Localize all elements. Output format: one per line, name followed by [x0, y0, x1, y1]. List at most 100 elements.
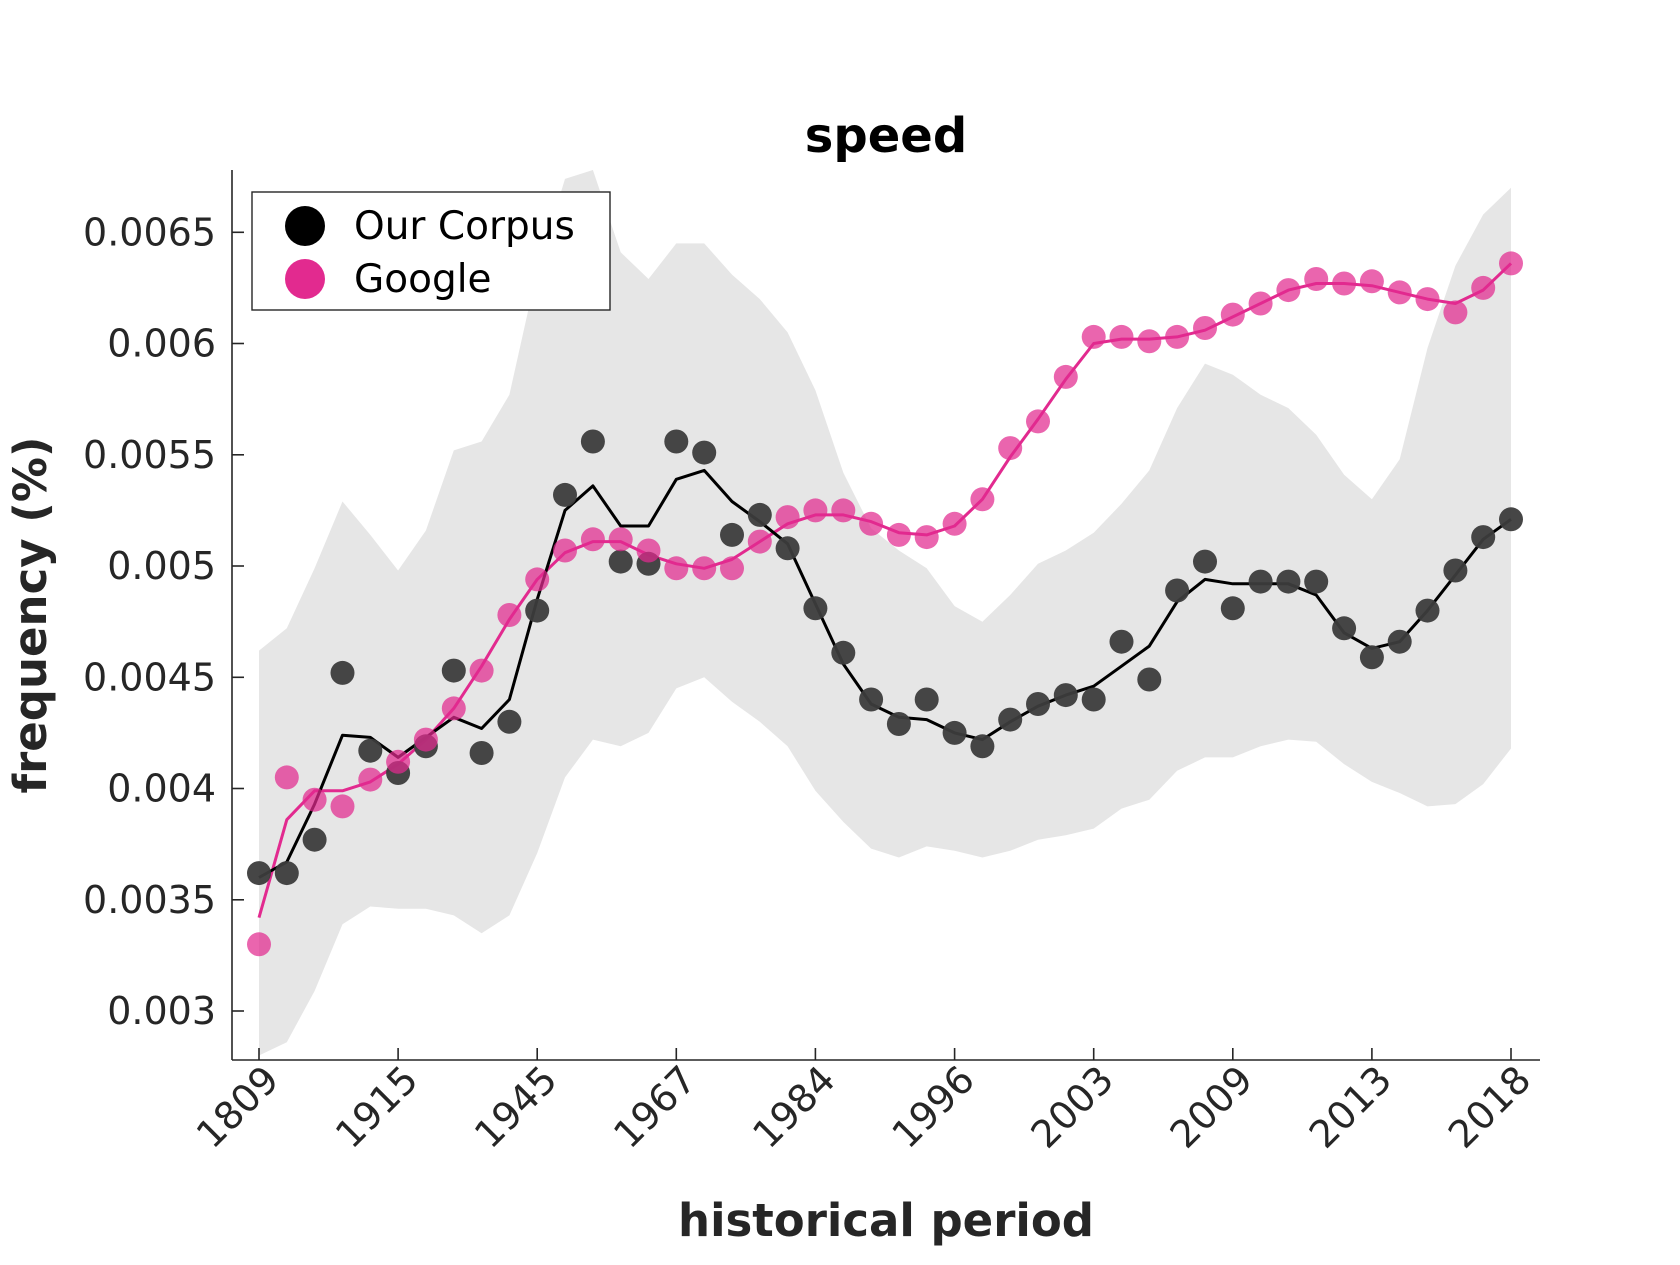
corpus-point	[1137, 667, 1162, 692]
confidence-band	[259, 170, 1511, 1056]
google-trend-line	[257, 262, 1513, 919]
google-point	[859, 511, 884, 536]
legend-label-google: Google	[354, 257, 492, 302]
corpus-point	[608, 549, 633, 574]
corpus-point	[469, 741, 494, 765]
x-tick-label: 1967	[605, 1057, 705, 1157]
corpus-point	[1248, 569, 1273, 594]
corpus-point	[1053, 683, 1078, 708]
y-tick-label: 0.005	[107, 544, 216, 588]
x-tick-label: 2018	[1440, 1057, 1540, 1157]
x-tick-label: 1809	[188, 1057, 288, 1157]
google-point	[525, 567, 550, 592]
google-point	[441, 696, 466, 721]
google-point	[469, 658, 494, 683]
google-point	[1220, 302, 1245, 327]
corpus-point	[1471, 525, 1496, 550]
x-tick-label: 1945	[466, 1057, 566, 1157]
google-point	[302, 787, 327, 812]
google-point	[720, 556, 744, 581]
y-tick-label: 0.0035	[83, 878, 216, 922]
y-tick-label: 0.004	[107, 767, 216, 811]
legend-label-our-corpus: Our Corpus	[354, 204, 575, 249]
google-point	[274, 765, 299, 790]
x-axis-label: historical period	[678, 1194, 1094, 1247]
google-point	[1193, 316, 1217, 340]
corpus-point	[1165, 578, 1190, 603]
x-tick-label: 2009	[1162, 1057, 1262, 1157]
x-tick-label: 2003	[1023, 1057, 1123, 1157]
google-point	[580, 527, 605, 552]
corpus-point	[1220, 596, 1245, 621]
y-tick-label: 0.0065	[83, 210, 216, 254]
corpus-point	[692, 440, 717, 465]
google-point	[1137, 329, 1162, 354]
legend-marker-google	[285, 259, 325, 299]
corpus-point	[1026, 692, 1050, 716]
google-point	[553, 538, 577, 563]
corpus-point	[1276, 569, 1301, 594]
google-point	[1109, 324, 1134, 349]
google-point	[942, 511, 967, 536]
google-point	[608, 527, 633, 552]
google-point	[886, 522, 911, 547]
x-tick-label: 1996	[883, 1057, 983, 1157]
corpus-point	[720, 522, 744, 547]
google-point	[831, 498, 856, 523]
corpus-point	[247, 861, 271, 886]
corpus-point	[1415, 598, 1440, 623]
google-point	[914, 525, 939, 550]
corpus-point	[580, 429, 605, 454]
google-point	[1026, 409, 1050, 434]
corpus-point	[1109, 629, 1134, 654]
y-tick-label: 0.0045	[83, 655, 216, 699]
google-point	[1415, 287, 1440, 312]
y-tick-label: 0.003	[107, 989, 216, 1033]
corpus-point	[664, 429, 689, 454]
y-tick-label: 0.0055	[83, 433, 216, 477]
corpus-point	[1443, 558, 1468, 583]
corpus-point	[1387, 629, 1412, 654]
corpus-point	[914, 687, 939, 712]
google-point	[692, 556, 717, 581]
corpus-point	[441, 658, 466, 683]
corpus-point	[1081, 687, 1106, 712]
google-point	[358, 767, 383, 792]
google-point	[1276, 278, 1301, 303]
corpus-point	[1499, 507, 1523, 532]
corpus-point	[330, 660, 355, 685]
google-point	[1359, 269, 1384, 294]
corpus-point	[525, 598, 550, 623]
corpus-point	[274, 861, 299, 886]
google-point	[497, 603, 522, 627]
corpus-point	[1193, 549, 1217, 574]
chart-title: speed	[805, 108, 967, 164]
google-point	[747, 529, 772, 554]
x-tick-label: 1915	[327, 1057, 427, 1157]
google-point	[1081, 324, 1106, 349]
google-point	[970, 487, 995, 512]
corpus-point	[1304, 569, 1329, 594]
google-point	[1332, 271, 1357, 296]
google-point	[1304, 267, 1329, 291]
corpus-trend-line	[258, 468, 1512, 879]
corpus-point	[553, 482, 577, 507]
corpus-point	[803, 596, 828, 621]
google-point	[803, 498, 828, 523]
corpus-point	[942, 720, 967, 745]
corpus-point	[497, 709, 522, 734]
legend: Our Corpus Google	[251, 191, 611, 311]
google-point	[636, 538, 661, 563]
google-point	[413, 727, 438, 752]
google-point	[775, 505, 800, 530]
corpus-point	[1332, 616, 1357, 641]
corpus-point	[1359, 645, 1384, 670]
google-point	[330, 794, 355, 819]
x-tick-label: 2013	[1301, 1057, 1401, 1157]
corpus-point	[775, 536, 800, 561]
x-tick-label: 1984	[744, 1057, 844, 1157]
google-point	[1165, 324, 1190, 349]
y-tick-label: 0.006	[107, 322, 216, 366]
